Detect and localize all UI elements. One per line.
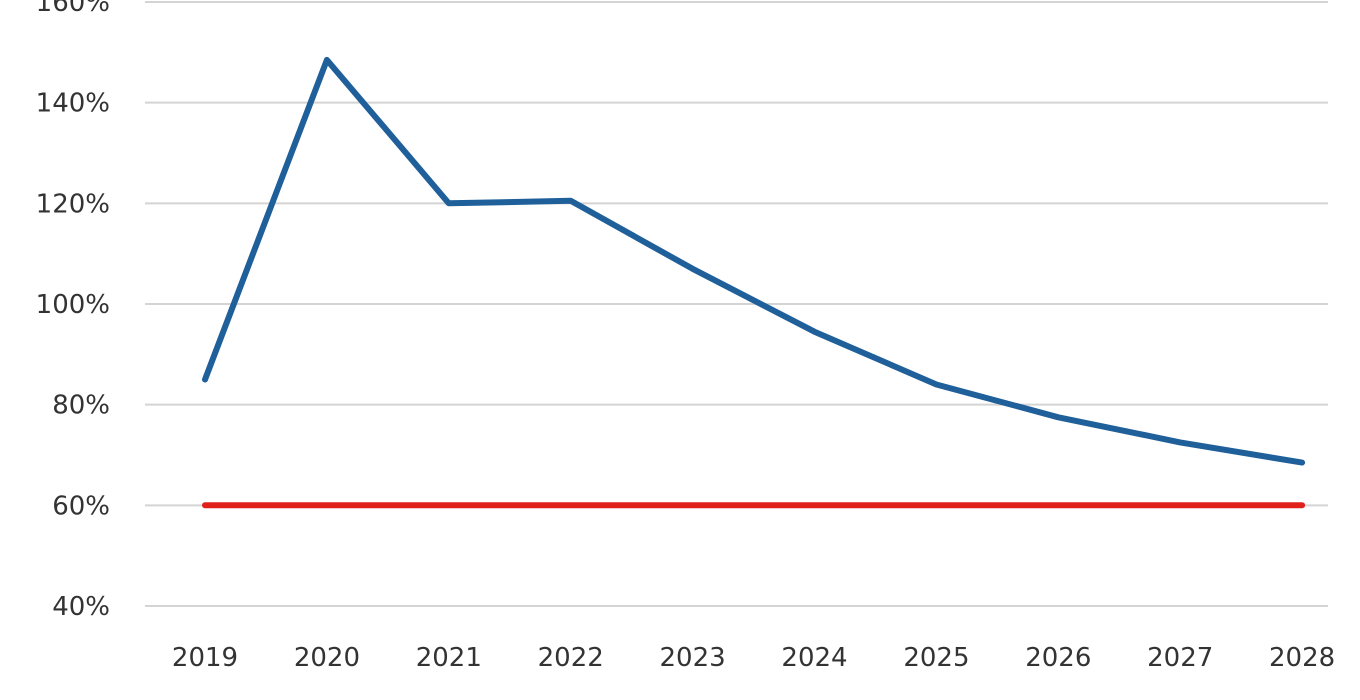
x-tick-label: 2028	[1269, 643, 1335, 673]
y-tick-label: 160%	[36, 0, 110, 18]
gridlines	[145, 1, 1328, 607]
y-tick-label: 40%	[52, 592, 110, 622]
x-tick-label: 2024	[781, 643, 847, 673]
y-tick-label: 60%	[52, 491, 110, 521]
y-tick-label: 100%	[36, 290, 110, 320]
x-axis-tick-labels: 2019 2020 2021 2022 2023 2024 2025 2026 2027 2028	[172, 643, 1335, 673]
y-axis-tick-labels: 40% 60% 80% 100% 120% 140% 160%	[36, 0, 110, 622]
x-tick-label: 2019	[172, 643, 238, 673]
x-tick-label: 2027	[1147, 643, 1213, 673]
series-lines	[202, 56, 1306, 509]
x-tick-label: 2022	[538, 643, 604, 673]
y-tick-label: 80%	[52, 391, 110, 421]
x-tick-label: 2021	[416, 643, 482, 673]
x-tick-label: 2020	[294, 643, 360, 673]
x-tick-label: 2023	[660, 643, 726, 673]
x-tick-label: 2026	[1025, 643, 1091, 673]
x-tick-label: 2025	[903, 643, 969, 673]
y-tick-label: 120%	[36, 189, 110, 219]
y-tick-label: 140%	[36, 89, 110, 119]
series-line-0	[202, 56, 1306, 466]
